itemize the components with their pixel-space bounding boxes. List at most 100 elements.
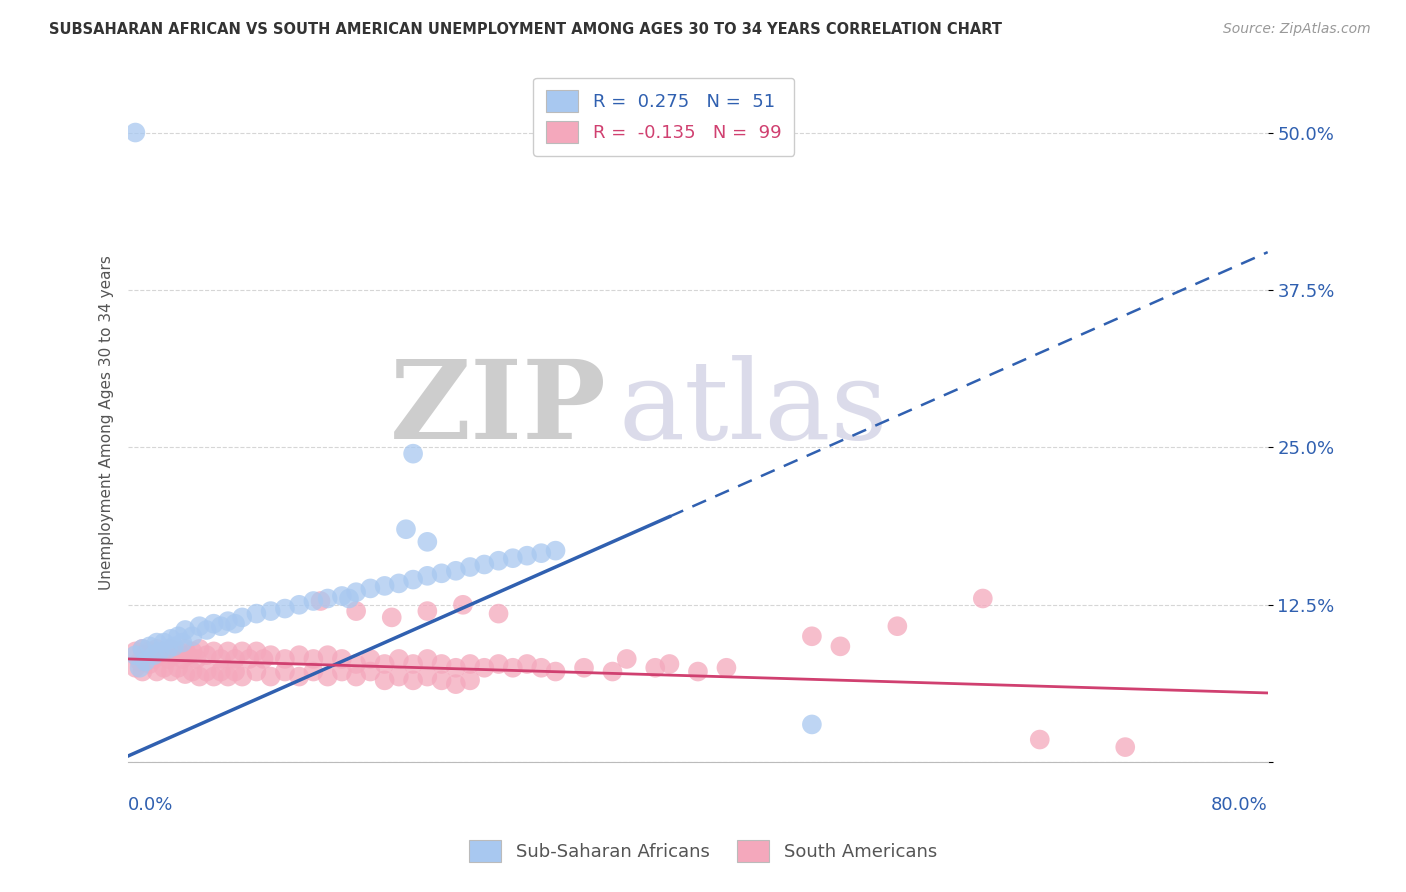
Point [128, 661, 150, 675]
Point [572, 661, 595, 675]
Point [153, 661, 176, 675]
Point [124, 126, 146, 140]
Point [128, 655, 150, 669]
Point [472, 558, 495, 572]
Point [202, 669, 225, 683]
Point [181, 644, 204, 658]
Point [488, 607, 510, 621]
Point [416, 652, 439, 666]
Point [458, 560, 481, 574]
Point [157, 641, 180, 656]
Point [231, 610, 253, 624]
Point [167, 644, 190, 658]
Text: 0.0%: 0.0% [128, 797, 173, 814]
Point [160, 641, 183, 656]
Point [472, 661, 495, 675]
Point [231, 644, 253, 658]
Point [374, 657, 396, 671]
Point [1114, 740, 1136, 755]
Point [163, 648, 186, 662]
Point [359, 652, 381, 666]
Point [195, 665, 218, 679]
Point [149, 644, 172, 658]
Point [172, 635, 194, 649]
Point [430, 566, 453, 581]
Point [245, 644, 267, 658]
Point [800, 717, 823, 731]
Point [502, 551, 524, 566]
Point [131, 641, 153, 656]
Point [134, 648, 156, 662]
Point [288, 669, 311, 683]
Point [195, 648, 218, 662]
Point [172, 652, 194, 666]
Point [502, 661, 524, 675]
Text: atlas: atlas [619, 355, 887, 462]
Point [131, 641, 153, 656]
Text: ZIP: ZIP [389, 355, 607, 462]
Point [177, 648, 200, 662]
Point [260, 604, 283, 618]
Point [337, 591, 360, 606]
Point [488, 554, 510, 568]
Point [686, 665, 709, 679]
Point [260, 669, 283, 683]
Point [138, 657, 160, 671]
Point [395, 522, 418, 536]
Point [181, 629, 204, 643]
Point [188, 641, 211, 656]
Point [124, 661, 146, 675]
Point [416, 569, 439, 583]
Point [186, 652, 208, 666]
Point [138, 640, 160, 654]
Point [160, 632, 183, 646]
Point [209, 665, 232, 679]
Point [167, 661, 190, 675]
Point [388, 576, 411, 591]
Point [252, 652, 274, 666]
Point [416, 604, 439, 618]
Point [195, 623, 218, 637]
Point [544, 543, 567, 558]
Point [800, 629, 823, 643]
Point [316, 648, 339, 662]
Point [245, 665, 267, 679]
Point [644, 661, 666, 675]
Point [388, 669, 411, 683]
Point [451, 598, 474, 612]
Point [488, 657, 510, 671]
Point [145, 641, 167, 656]
Point [530, 661, 553, 675]
Point [174, 623, 197, 637]
Point [142, 648, 165, 662]
Text: SUBSAHARAN AFRICAN VS SOUTH AMERICAN UNEMPLOYMENT AMONG AGES 30 TO 34 YEARS CORR: SUBSAHARAN AFRICAN VS SOUTH AMERICAN UNE… [49, 22, 1002, 37]
Point [131, 665, 153, 679]
Point [202, 644, 225, 658]
Point [274, 652, 297, 666]
Point [388, 652, 411, 666]
Point [444, 661, 467, 675]
Point [145, 665, 167, 679]
Point [616, 652, 638, 666]
Point [163, 640, 186, 654]
Point [402, 673, 425, 688]
Point [142, 652, 165, 666]
Point [209, 619, 232, 633]
Point [274, 601, 297, 615]
Point [359, 582, 381, 596]
Point [174, 667, 197, 681]
Point [381, 610, 404, 624]
Point [153, 635, 176, 649]
Point [224, 616, 246, 631]
Point [316, 591, 339, 606]
Point [516, 657, 538, 671]
Point [416, 669, 439, 683]
Point [217, 644, 239, 658]
Point [288, 648, 311, 662]
Point [344, 585, 367, 599]
Point [374, 579, 396, 593]
Point [224, 652, 246, 666]
Legend: Sub-Saharan Africans, South Americans: Sub-Saharan Africans, South Americans [461, 833, 945, 870]
Point [430, 657, 453, 671]
Point [516, 549, 538, 563]
